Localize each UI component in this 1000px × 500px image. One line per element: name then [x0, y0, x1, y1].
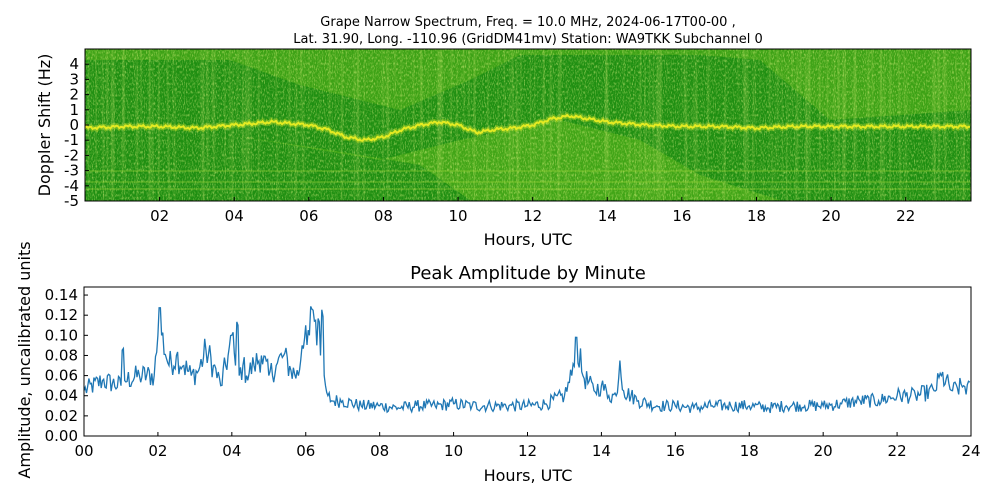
spectrogram-x-tick-label: 04 [225, 207, 244, 225]
amplitude-y-axis: 0.00 0.02 0.04 0.06 0.08 0.10 0.12 0.14 [45, 286, 88, 445]
spectrogram-image [85, 49, 971, 201]
spectrogram-y-tick-label: 1 [69, 101, 79, 119]
amplitude-y-tick-label: 0.10 [45, 326, 78, 344]
spectrogram-y-tick-label: -2 [64, 146, 79, 164]
spectrogram-x-label: Hours, UTC [484, 230, 573, 249]
amplitude-x-tick-label: 24 [961, 442, 980, 460]
amplitude-x-tick-label: 10 [444, 442, 463, 460]
spectrogram-y-tick-label: -3 [64, 162, 79, 180]
amplitude-y-tick-label: 0.04 [45, 387, 78, 405]
amplitude-y-tick-label: 0.14 [45, 286, 78, 304]
spectrogram-x-tick-label: 14 [598, 207, 617, 225]
figure-title-line1: Grape Narrow Spectrum, Freq. = 10.0 MHz,… [320, 15, 735, 30]
spectrogram-x-tick-label: 20 [822, 207, 841, 225]
amplitude-x-tick-label: 12 [518, 442, 537, 460]
spectrogram-y-tick-label: 3 [69, 70, 79, 88]
spectrogram-x-tick-label: 02 [150, 207, 169, 225]
amplitude-x-tick-label: 16 [666, 442, 685, 460]
amplitude-x-axis: 00 02 04 06 08 10 12 14 16 18 20 22 24 [74, 432, 981, 460]
amplitude-y-tick-label: 0.12 [45, 306, 78, 324]
spectrogram-y-tick-label: -1 [64, 131, 79, 149]
amplitude-y-tick-label: 0.08 [45, 346, 78, 364]
amplitude-y-tick-label: 0.00 [45, 427, 78, 445]
amplitude-x-tick-label: 00 [74, 442, 93, 460]
spectrogram-x-tick-label: 08 [374, 207, 393, 225]
spectrogram-x-axis: 02 04 06 08 10 12 14 16 18 20 22 [150, 197, 915, 225]
amplitude-x-tick-label: 06 [296, 442, 315, 460]
amplitude-x-tick-label: 08 [370, 442, 389, 460]
carrier-trace-glow [85, 111, 971, 144]
amplitude-y-tick-label: 0.06 [45, 367, 78, 385]
spectrogram-x-tick-label: 18 [747, 207, 766, 225]
spectrogram-y-label: Doppler Shift (Hz) [35, 54, 54, 197]
amplitude-x-tick-label: 22 [888, 442, 907, 460]
spectrogram-x-tick-label: 16 [672, 207, 691, 225]
amplitude-x-label: Hours, UTC [484, 466, 573, 485]
spectrogram-x-tick-label: 12 [523, 207, 542, 225]
spectrogram-y-tick-label: -5 [64, 192, 79, 210]
amplitude-x-tick-label: 14 [592, 442, 611, 460]
amplitude-y-label: Amplitude, uncalibrated units [15, 241, 34, 478]
amplitude-y-tick-label: 0.02 [45, 407, 78, 425]
spectrogram-y-tick-label: -4 [64, 177, 79, 195]
spectrogram-y-tick-label: 4 [69, 55, 79, 73]
amplitude-plot-area [84, 287, 971, 436]
spectrogram-x-tick-label: 06 [299, 207, 318, 225]
amplitude-x-tick-label: 18 [740, 442, 759, 460]
figure-title-line2: Lat. 31.90, Long. -110.96 (GridDM41mv) S… [293, 32, 763, 47]
amplitude-chart-title: Peak Amplitude by Minute [410, 263, 646, 284]
amplitude-x-tick-label: 02 [148, 442, 167, 460]
spectrogram-x-tick-label: 10 [449, 207, 468, 225]
amplitude-x-tick-label: 04 [222, 442, 241, 460]
amplitude-series-line [83, 306, 971, 414]
amplitude-x-tick-label: 20 [814, 442, 833, 460]
amplitude-panel: Peak Amplitude by Minute 00 02 04 06 08 10 12 1… [15, 241, 981, 485]
spectrogram-y-tick-label: 2 [69, 86, 79, 104]
spectrogram-x-tick-label: 22 [896, 207, 915, 225]
spectrogram-y-tick-label: 0 [69, 116, 79, 134]
carrier-trace [85, 113, 971, 142]
